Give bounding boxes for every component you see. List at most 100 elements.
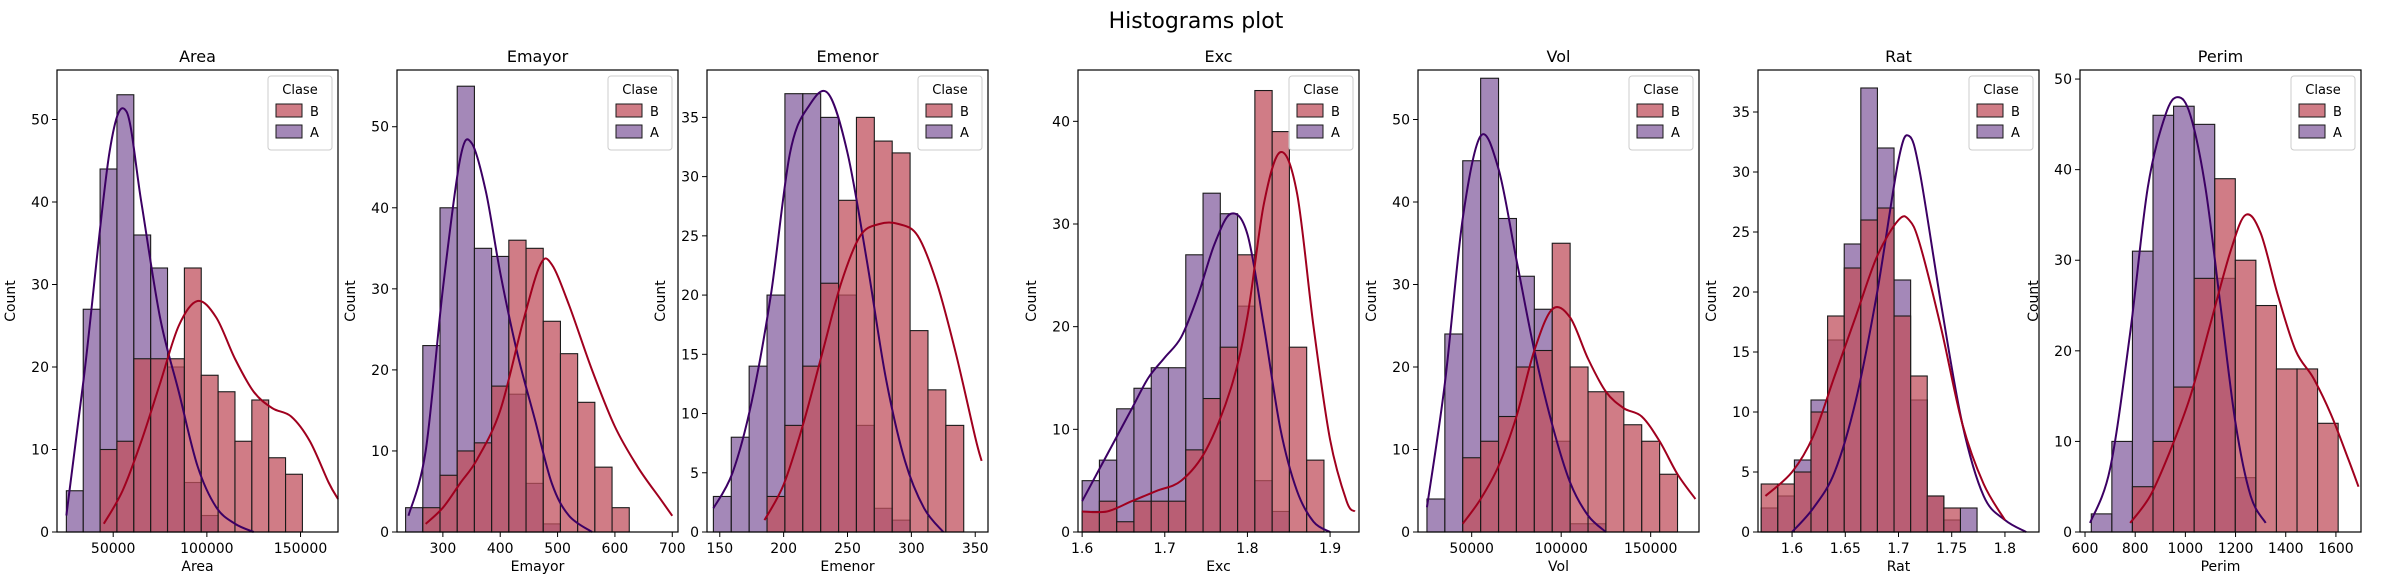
legend: Clase BA bbox=[267, 75, 333, 151]
bar-b bbox=[2131, 486, 2154, 533]
legend: Clase BA bbox=[1968, 75, 2034, 151]
panel-title: Exc bbox=[1204, 47, 1232, 66]
y-tick-label: 50 bbox=[1392, 113, 1410, 129]
bar-a bbox=[1959, 507, 1978, 533]
legend-swatch-b bbox=[2298, 103, 2326, 118]
x-tick-label: 350 bbox=[962, 541, 989, 557]
panel-exc: 0 10 20 30 40 1.6 1.7 1.8 1.9 Exc Exc Count Clase BA bbox=[1024, 47, 1360, 575]
bar-b bbox=[1777, 483, 1795, 533]
x-axis-label: Vol bbox=[1548, 559, 1569, 575]
bar-b bbox=[1860, 219, 1878, 533]
y-tick-label: 10 bbox=[371, 444, 389, 460]
panel-area: 0 10 20 30 40 50 50000 100000 150000 Area Area Coun… bbox=[3, 47, 339, 575]
kde-line-b bbox=[1082, 151, 1356, 514]
y-tick-label: 35 bbox=[681, 110, 699, 126]
y-axis-label: Count bbox=[343, 280, 359, 322]
y-tick-label: 30 bbox=[2054, 253, 2072, 269]
y-tick-label: 5 bbox=[1741, 465, 1750, 481]
x-tick-label: 1.75 bbox=[1936, 541, 1967, 557]
legend-label-a: A bbox=[2333, 126, 2342, 141]
x-tick-label: 1.7 bbox=[1154, 541, 1176, 557]
legend-swatch-a bbox=[925, 124, 953, 139]
y-tick-label: 0 bbox=[2063, 525, 2072, 541]
bar-b bbox=[909, 330, 929, 533]
bar-a bbox=[712, 495, 732, 533]
legend: Clase BA bbox=[1288, 75, 1354, 151]
y-tick-label: 50 bbox=[371, 120, 389, 136]
y-axis-label: Count bbox=[2026, 280, 2042, 322]
bar-b bbox=[1254, 89, 1273, 533]
plot-frame bbox=[2079, 69, 2362, 533]
x-axis-label: Rat bbox=[1887, 559, 1911, 575]
bar-b bbox=[577, 401, 596, 533]
bar-b bbox=[855, 116, 875, 533]
bar-b bbox=[1202, 397, 1221, 533]
bar-a bbox=[1426, 498, 1446, 533]
kde-line-b bbox=[2129, 213, 2360, 524]
bar-b bbox=[784, 424, 804, 533]
bar-b bbox=[2173, 386, 2195, 533]
kde-line-a bbox=[65, 107, 255, 533]
kde-line-a bbox=[407, 138, 593, 533]
bar-b bbox=[1926, 495, 1945, 533]
bar-b bbox=[1910, 375, 1928, 533]
bar-b bbox=[542, 320, 561, 533]
bar-b bbox=[2214, 178, 2236, 533]
y-tick-label: 30 bbox=[1732, 165, 1750, 181]
bar-b bbox=[268, 457, 287, 533]
bar-b bbox=[1480, 440, 1500, 533]
bar-b bbox=[891, 152, 911, 533]
panel-rat: 0 5 10 15 20 25 30 35 1.6 1.65 1.7 1.75 1.8 Rat Rat Cou… bbox=[1704, 47, 2040, 575]
kde-line-a bbox=[1791, 134, 2027, 533]
panel-title: Vol bbox=[1547, 47, 1571, 66]
bar-a bbox=[2090, 513, 2113, 533]
y-tick-label: 0 bbox=[380, 525, 389, 541]
panel-title: Emayor bbox=[507, 47, 569, 66]
bar-b bbox=[1810, 411, 1829, 533]
x-tick-label: 1000 bbox=[2168, 541, 2204, 557]
bar-b bbox=[1167, 500, 1187, 533]
panel-title: Area bbox=[179, 47, 216, 66]
legend-title: Clase bbox=[622, 83, 657, 98]
legend-swatch-a bbox=[1636, 124, 1664, 139]
legend-swatch-a bbox=[2298, 124, 2326, 139]
legend-title: Clase bbox=[1983, 83, 2018, 98]
legend-label-b: B bbox=[1671, 105, 1680, 120]
legend-label-a: A bbox=[2011, 126, 2020, 141]
bar-b bbox=[2152, 440, 2175, 533]
figure-title: Histograms plot bbox=[1109, 9, 1284, 34]
legend-label-b: B bbox=[2011, 105, 2020, 120]
bar-b bbox=[1271, 131, 1290, 533]
bar-b bbox=[2255, 304, 2277, 533]
legend-swatch-b bbox=[1976, 103, 2004, 118]
kde-line-b bbox=[102, 299, 339, 525]
bar-b bbox=[508, 239, 527, 533]
bar-b bbox=[234, 440, 253, 533]
bar-b bbox=[284, 473, 303, 533]
panel-vol: 0 10 20 30 40 50 50000 100000 150000 Vol Vol Count C… bbox=[1364, 47, 1700, 575]
bar-b bbox=[99, 448, 118, 533]
x-tick-label: 100000 bbox=[180, 541, 233, 557]
x-tick-label: 600 bbox=[2072, 541, 2099, 557]
x-tick-label: 250 bbox=[834, 541, 861, 557]
legend-title: Clase bbox=[282, 83, 317, 98]
kde-line-b bbox=[424, 257, 674, 525]
legend-swatch-b bbox=[275, 103, 303, 118]
bar-b bbox=[1605, 391, 1625, 533]
y-tick-label: 10 bbox=[1732, 405, 1750, 421]
bar-b bbox=[133, 358, 152, 533]
y-tick-label: 40 bbox=[1052, 114, 1070, 130]
y-tick-label: 20 bbox=[1732, 285, 1750, 301]
bar-b bbox=[439, 474, 458, 533]
y-tick-label: 20 bbox=[371, 363, 389, 379]
bar-a bbox=[405, 507, 424, 533]
y-tick-label: 20 bbox=[681, 288, 699, 304]
plot-frame bbox=[1077, 69, 1360, 533]
legend-swatch-a bbox=[275, 124, 303, 139]
y-tick-label: 0 bbox=[1401, 525, 1410, 541]
bar-b bbox=[1587, 391, 1607, 533]
plot-frame bbox=[56, 69, 339, 533]
bar-b bbox=[1081, 510, 1100, 533]
y-tick-label: 10 bbox=[31, 443, 49, 459]
x-axis-label: Area bbox=[181, 559, 213, 575]
